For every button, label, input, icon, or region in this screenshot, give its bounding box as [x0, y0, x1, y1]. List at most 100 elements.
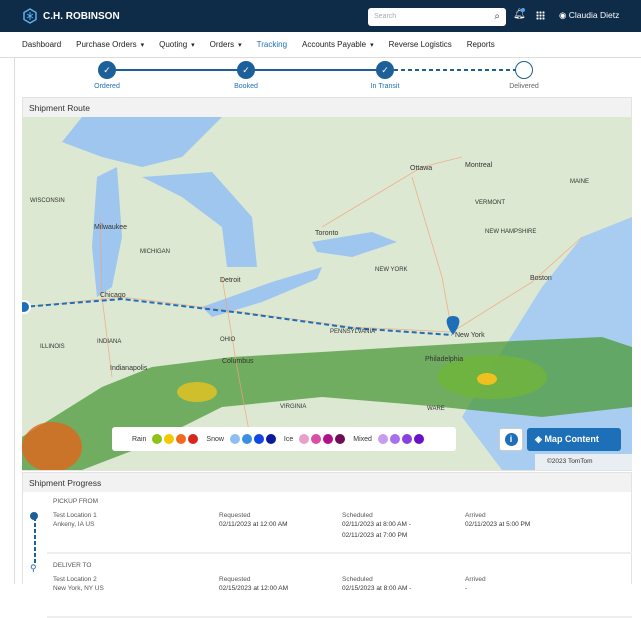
stop-name: Test Location 1 — [53, 512, 97, 519]
map-label: Chicago — [100, 292, 126, 299]
layers-icon: ◈ — [535, 434, 542, 444]
map-label: VERMONT — [475, 200, 505, 206]
info-button[interactable]: i — [499, 428, 523, 451]
step-3: Delivered — [494, 61, 554, 90]
scheduled-start: 02/15/2023 at 8:00 AM - — [342, 585, 412, 592]
scheduled-label: Scheduled — [342, 576, 373, 583]
search-input[interactable]: Search ⌕ — [368, 8, 506, 26]
map-label: Toronto — [315, 230, 338, 237]
map-canvas: WISCONSIN Milwaukee MICHIGAN Chicago Detroit… — [22, 117, 632, 470]
chevron-down-icon: ▾ — [238, 41, 242, 49]
stop-type: DELIVER TO — [53, 562, 92, 569]
legend-swatch — [401, 434, 412, 444]
map-label: Boston — [530, 275, 552, 282]
map-content-button[interactable]: ◈ Map Content — [527, 428, 621, 451]
legend-swatch — [311, 434, 322, 444]
map-label: Indianapolis — [110, 365, 148, 372]
main-nav: Dashboard Purchase Orders ▾ Quoting ▾ Orders ▾… — [0, 32, 641, 58]
legend-swatch — [188, 434, 199, 444]
search-icon[interactable]: ⌕ — [494, 11, 500, 22]
scheduled-label: Scheduled — [342, 512, 373, 519]
search-placeholder: Search — [374, 13, 397, 20]
map-label: Milwaukee — [94, 224, 127, 231]
roads — [22, 156, 583, 448]
nav-reports[interactable]: Reports — [466, 40, 495, 49]
map-content-label: Map Content — [544, 434, 599, 444]
nav-quoting[interactable]: Quoting — [159, 40, 188, 49]
nav-orders[interactable]: Orders — [209, 40, 235, 49]
notification-bell-icon[interactable]: 🔔︎ — [513, 9, 526, 20]
legend-swatch — [265, 434, 276, 444]
requested-label: Requested — [219, 576, 251, 583]
check-icon: ✓ — [98, 61, 116, 79]
map-label: Philadelphia — [425, 356, 463, 363]
step-label: Booked — [234, 83, 258, 90]
nav-tracking[interactable]: Tracking — [256, 40, 288, 49]
chevron-down-icon: ▾ — [191, 41, 195, 49]
map[interactable]: WISCONSIN Milwaukee MICHIGAN Chicago Detroit… — [22, 117, 632, 470]
step-label: Ordered — [94, 83, 120, 90]
map-label: Columbus — [222, 358, 254, 365]
legend-swatch — [152, 434, 163, 444]
lake-ontario — [312, 232, 397, 257]
map-label: INDIANA — [97, 339, 121, 345]
map-label: NEW HAMPSHIRE — [485, 229, 536, 235]
check-icon: ✓ — [237, 61, 255, 79]
info-icon: i — [504, 433, 518, 446]
stop-city: Ankeny, IA US — [53, 521, 95, 528]
pickup-check-icon — [30, 512, 38, 520]
weather-legend: Rain Snow Ice Mixed — [112, 427, 456, 451]
map-label: PENNSYLVANIA — [330, 329, 375, 335]
map-label: WARE — [427, 406, 445, 412]
legend-swatch — [176, 434, 187, 444]
arrived-value: - — [465, 585, 468, 592]
stop-name: Test Location 2 — [53, 576, 97, 583]
nav-purchase-orders[interactable]: Purchase Orders — [76, 40, 137, 49]
origin-marker[interactable] — [22, 300, 31, 314]
legend-swatch — [323, 434, 334, 444]
legend-swatch — [229, 434, 240, 444]
map-label: OHIO — [220, 337, 236, 343]
radar-precipitation — [22, 337, 632, 470]
brand-logo[interactable]: C.H. ROBINSON — [22, 8, 120, 24]
stop-city: New York, NY US — [53, 585, 104, 592]
chevron-down-icon: ▾ — [370, 41, 374, 49]
stop-row: DELIVER TO Test Location 2 New York, NY … — [47, 554, 632, 618]
nav-accounts-payable[interactable]: Accounts Payable — [302, 40, 367, 49]
shipment-progress-title: Shipment Progress — [23, 473, 631, 492]
map-label: New York — [455, 332, 485, 339]
legend-label: Snow — [206, 435, 224, 443]
step-label: In Transit — [370, 83, 400, 90]
lake-superior — [62, 117, 222, 167]
destination-pin-icon[interactable] — [446, 316, 460, 335]
notification-dot — [521, 8, 525, 12]
top-bar: C.H. ROBINSON Search ⌕ 🔔︎ ◉ Claudia Dietz — [0, 0, 641, 32]
map-label: MICHIGAN — [140, 249, 170, 255]
map-label: Montreal — [465, 162, 493, 169]
legend-swatch — [164, 434, 175, 444]
arrived-label: Arrived — [465, 512, 486, 519]
map-attribution: ©2023 TomTom — [535, 454, 632, 470]
step-label: Delivered — [509, 83, 539, 90]
arrived-value: 02/11/2023 at 5:00 PM — [465, 521, 531, 528]
legend-swatch — [389, 434, 400, 444]
legend-swatch — [241, 434, 252, 444]
pending-circle — [515, 61, 533, 79]
requested-value: 02/15/2023 at 12:00 AM — [219, 585, 289, 592]
map-label: Detroit — [220, 277, 241, 284]
apps-grid-icon[interactable] — [536, 11, 545, 20]
legend-swatch — [299, 434, 310, 444]
requested-value: 02/11/2023 at 12:00 AM — [219, 521, 288, 528]
legend-swatch — [377, 434, 388, 444]
nav-reverse-logistics[interactable]: Reverse Logistics — [388, 40, 452, 49]
map-label: ILLINOIS — [40, 344, 65, 350]
route-line — [22, 297, 453, 336]
logo-icon — [23, 8, 37, 24]
nav-dashboard[interactable]: Dashboard — [22, 40, 62, 49]
timeline-connector — [34, 517, 36, 565]
map-label: Ottawa — [410, 165, 432, 172]
legend-label: Rain — [132, 435, 147, 443]
scheduled-end: 02/11/2023 at 7:00 PM — [342, 532, 408, 539]
user-menu[interactable]: ◉ Claudia Dietz — [559, 10, 620, 20]
map-label: MAINE — [570, 179, 589, 185]
